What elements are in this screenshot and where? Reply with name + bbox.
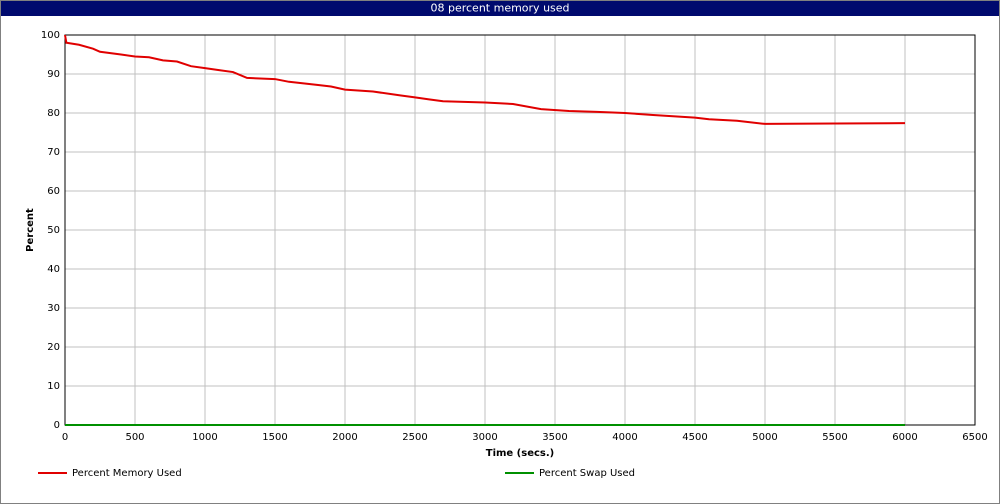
x-tick-label: 5000	[752, 432, 777, 443]
x-tick-label: 1000	[192, 432, 217, 443]
y-tick-label: 40	[47, 264, 60, 275]
legend-label: Percent Memory Used	[72, 468, 182, 479]
legend-label: Percent Swap Used	[539, 468, 635, 479]
y-tick-label: 90	[47, 69, 60, 80]
y-tick-label: 20	[47, 342, 60, 353]
x-tick-label: 1500	[262, 432, 287, 443]
y-tick-label: 60	[47, 186, 60, 197]
x-tick-label: 0	[62, 432, 68, 443]
x-tick-label: 2000	[332, 432, 357, 443]
y-tick-label: 80	[47, 108, 60, 119]
y-tick-label: 50	[47, 225, 60, 236]
data-line	[64, 34, 906, 125]
chart-title: 08 percent memory used	[430, 2, 569, 15]
x-tick-label: 4500	[682, 432, 707, 443]
title-bar	[1, 1, 999, 16]
x-tick-label: 2500	[402, 432, 427, 443]
x-tick-label: 500	[125, 432, 144, 443]
y-tick-label: 10	[47, 381, 60, 392]
x-tick-label: 6500	[962, 432, 987, 443]
y-axis-title: Percent	[25, 208, 36, 252]
y-tick-label: 30	[47, 303, 60, 314]
x-tick-label: 3500	[542, 432, 567, 443]
x-tick-label: 6000	[892, 432, 917, 443]
x-tick-label: 5500	[822, 432, 847, 443]
x-tick-label: 3000	[472, 432, 497, 443]
y-tick-label: 70	[47, 147, 60, 158]
x-axis-title: Time (secs.)	[486, 448, 555, 459]
y-tick-label: 100	[41, 30, 60, 41]
y-tick-label: 0	[54, 420, 60, 431]
x-tick-label: 4000	[612, 432, 637, 443]
